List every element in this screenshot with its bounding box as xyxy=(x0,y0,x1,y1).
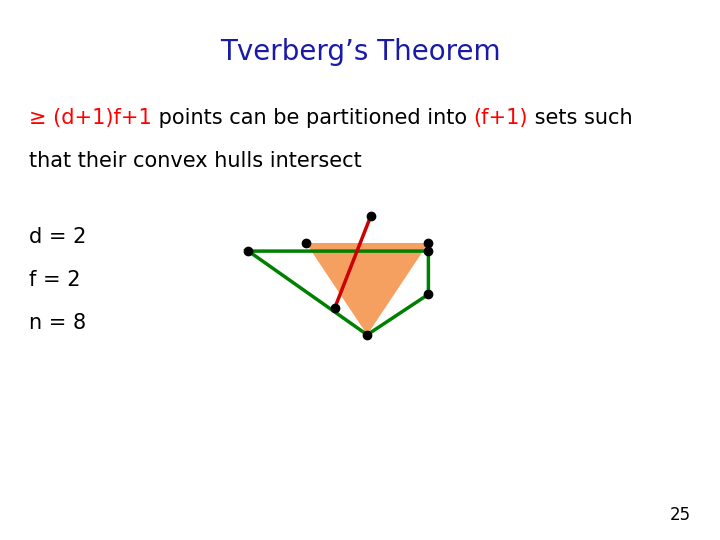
Text: Tverberg’s Theorem: Tverberg’s Theorem xyxy=(220,38,500,66)
Text: d = 2: d = 2 xyxy=(29,227,86,247)
Text: 25: 25 xyxy=(670,506,691,524)
Text: ≥ (d+1)f+1: ≥ (d+1)f+1 xyxy=(29,108,151,128)
Text: that their convex hulls intersect: that their convex hulls intersect xyxy=(29,151,361,171)
Text: f = 2: f = 2 xyxy=(29,270,81,290)
Text: (f+1): (f+1) xyxy=(473,108,528,128)
Text: sets such: sets such xyxy=(528,108,632,128)
Text: n = 8: n = 8 xyxy=(29,313,86,333)
Text: points can be partitioned into: points can be partitioned into xyxy=(151,108,473,128)
Polygon shape xyxy=(306,243,428,335)
